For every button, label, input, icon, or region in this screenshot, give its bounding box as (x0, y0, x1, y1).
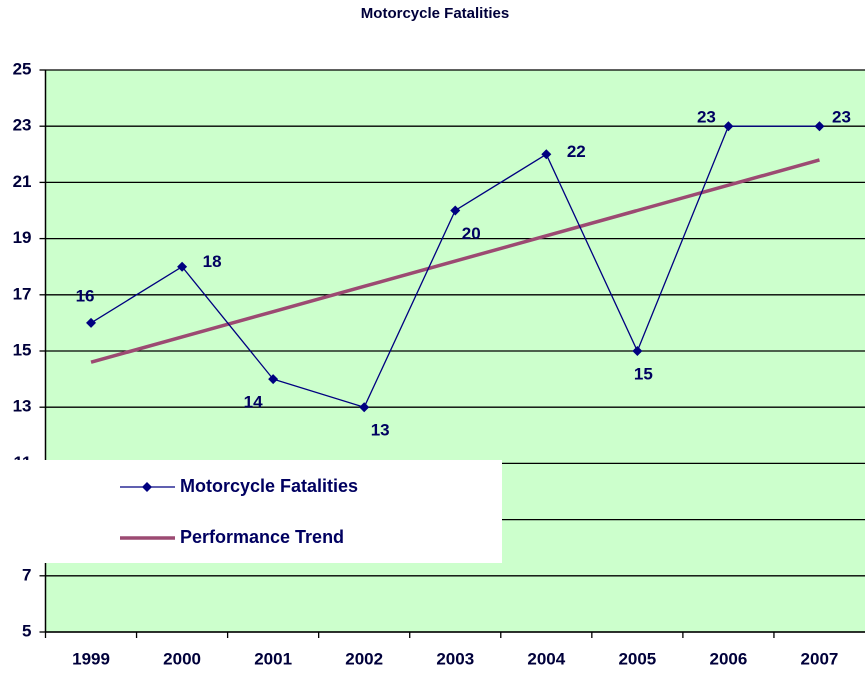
x-tick-label: 2005 (618, 649, 656, 668)
x-tick-label: 2004 (527, 649, 565, 668)
legend-label: Performance Trend (180, 527, 344, 547)
y-tick-label: 5 (22, 621, 31, 640)
y-tick-label: 21 (13, 172, 32, 191)
marker (723, 121, 734, 132)
marker (541, 149, 552, 160)
data-label: 15 (634, 364, 653, 383)
data-label: 20 (462, 224, 481, 243)
x-tick-label: 2006 (710, 649, 748, 668)
data-label: 13 (371, 421, 390, 440)
x-tick-label: 2001 (254, 649, 292, 668)
data-label: 22 (567, 142, 586, 161)
x-tick-label: 2002 (345, 649, 383, 668)
x-tick-label: 2007 (801, 649, 839, 668)
marker (268, 374, 279, 385)
marker (450, 205, 461, 216)
chart-title: Motorcycle Fatalities (361, 5, 509, 22)
y-tick-label: 13 (13, 397, 32, 416)
y-tick-label: 25 (13, 59, 32, 78)
data-label: 23 (697, 108, 716, 127)
x-tick-label: 2003 (436, 649, 474, 668)
legend (0, 460, 502, 563)
marker (359, 402, 370, 413)
data-label: 23 (832, 108, 851, 127)
x-tick-label: 1999 (72, 649, 110, 668)
legend-label: Motorcycle Fatalities (180, 476, 358, 496)
marker (177, 261, 188, 272)
y-tick-label: 7 (22, 565, 31, 584)
y-tick-label: 17 (13, 284, 32, 303)
trend-line (90, 158, 820, 364)
y-tick-label: 15 (13, 340, 32, 359)
marker (814, 121, 825, 132)
y-tick-label: 23 (13, 116, 32, 135)
legend-marker (142, 482, 152, 492)
x-tick-label: 2000 (163, 649, 201, 668)
data-label: 14 (244, 393, 263, 412)
marker (632, 346, 643, 356)
data-label: 18 (203, 252, 222, 271)
data-label: 16 (76, 286, 95, 305)
y-tick-label: 19 (13, 228, 32, 247)
marker (86, 317, 97, 328)
